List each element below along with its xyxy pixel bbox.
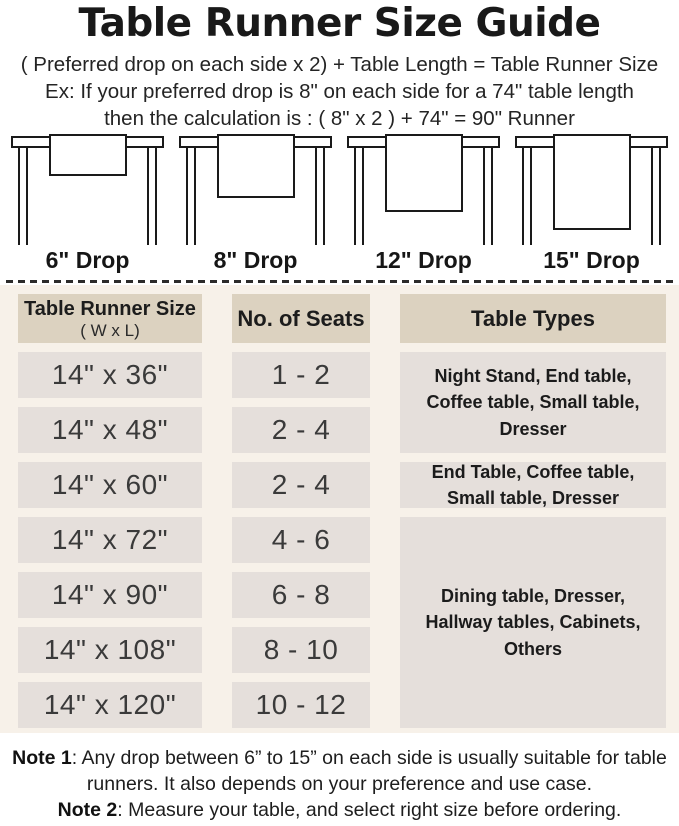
table-diagram-15-drop xyxy=(514,134,669,245)
note-1: Note 1: Any drop between 6” to 15” on ea… xyxy=(6,745,673,797)
runner-size-cell: 14" x 60" xyxy=(18,462,202,508)
table-runner-illustration xyxy=(216,134,295,198)
drop-label-8: 8" Drop xyxy=(213,247,298,273)
table-leg-illustration xyxy=(147,146,157,245)
seats-cell: 4 - 6 xyxy=(232,517,370,563)
drop-label-6: 6" Drop xyxy=(45,247,130,273)
seats-cell: 2 - 4 xyxy=(232,407,370,453)
table-types-cell: Night Stand, End table, Coffee table, Sm… xyxy=(400,352,666,453)
table-diagram-12-drop xyxy=(346,134,501,245)
runner-size-cell: 14" x 90" xyxy=(18,572,202,618)
note-2-label: Note 2 xyxy=(57,799,118,821)
note-2-text: : Measure your table, and select right s… xyxy=(117,799,622,821)
table-runner-illustration xyxy=(48,134,127,176)
table-leg-illustration xyxy=(186,146,196,245)
size-table-section: Table Runner Size ( W x L) No. of Seats … xyxy=(0,285,679,733)
column-header-table-types: Table Types xyxy=(400,294,666,343)
formula-line-2: Ex: If your preferred drop is 8" on each… xyxy=(45,80,634,103)
table-leg-illustration xyxy=(354,146,364,245)
table-runner-illustration xyxy=(552,134,631,230)
table-leg-illustration xyxy=(522,146,532,245)
table-types-cell: Dining table, Dresser, Hallway tables, C… xyxy=(400,517,666,728)
drop-label-15: 15" Drop xyxy=(543,247,640,273)
table-leg-illustration xyxy=(315,146,325,245)
formula-block: ( Preferred drop on each side x 2) + Tab… xyxy=(0,51,679,132)
page-title: Table Runner Size Guide xyxy=(78,1,602,46)
table-leg-illustration xyxy=(483,146,493,245)
note-2: Note 2: Measure your table, and select r… xyxy=(6,797,673,823)
drop-diagrams-row xyxy=(0,132,679,245)
seats-cell: 8 - 10 xyxy=(232,627,370,673)
table-runner-illustration xyxy=(384,134,463,212)
table-leg-illustration xyxy=(651,146,661,245)
note-1-text: : Any drop between 6” to 15” on each sid… xyxy=(71,747,667,795)
column-header-runner-size: Table Runner Size ( W x L) xyxy=(18,294,202,343)
size-table: Table Runner Size ( W x L) No. of Seats … xyxy=(18,294,666,728)
table-types-cell: End Table, Coffee table, Small table, Dr… xyxy=(400,462,666,508)
column-header-seats: No. of Seats xyxy=(232,294,370,343)
runner-size-cell: 14" x 36" xyxy=(18,352,202,398)
formula-line-3: then the calculation is : ( 8" x 2 ) + 7… xyxy=(104,107,575,130)
runner-size-cell: 14" x 48" xyxy=(18,407,202,453)
seats-cell: 2 - 4 xyxy=(232,462,370,508)
runner-size-cell: 14" x 120" xyxy=(18,682,202,728)
runner-size-cell: 14" x 72" xyxy=(18,517,202,563)
drop-label-12: 12" Drop xyxy=(375,247,472,273)
table-diagram-8-drop xyxy=(178,134,333,245)
table-diagram-6-drop xyxy=(10,134,165,245)
runner-size-cell: 14" x 108" xyxy=(18,627,202,673)
seats-cell: 1 - 2 xyxy=(232,352,370,398)
drop-labels-row: 6" Drop 8" Drop 12" Drop 15" Drop xyxy=(0,245,679,275)
dashed-divider xyxy=(6,280,673,283)
top-section: Table Runner Size Guide ( Preferred drop… xyxy=(0,0,679,285)
note-1-label: Note 1 xyxy=(12,747,72,769)
seats-cell: 10 - 12 xyxy=(232,682,370,728)
formula-line-1: ( Preferred drop on each side x 2) + Tab… xyxy=(20,53,659,76)
table-leg-illustration xyxy=(18,146,28,245)
seats-cell: 6 - 8 xyxy=(232,572,370,618)
notes-section: Note 1: Any drop between 6” to 15” on ea… xyxy=(0,733,679,826)
